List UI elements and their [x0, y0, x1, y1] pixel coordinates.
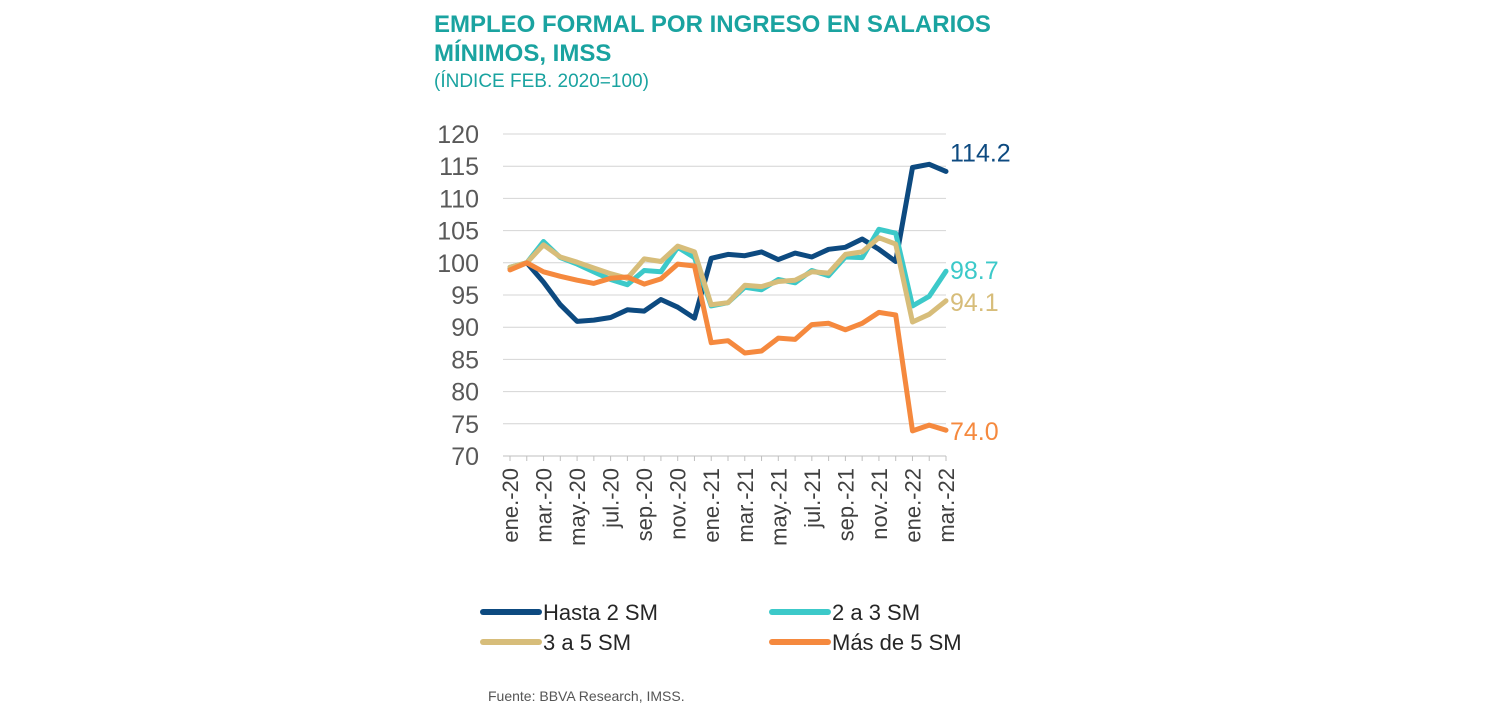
series-line	[507, 235, 949, 325]
chart-subtitle: (ÍNDICE FEB. 2020=100)	[434, 71, 649, 92]
end-value-label: 98.7	[950, 257, 999, 285]
x-tick-label: may.-21	[766, 468, 791, 546]
y-tick-label: 110	[439, 185, 479, 213]
x-tick-label: mar.-22	[934, 468, 959, 543]
series-line	[507, 260, 949, 434]
y-tick-label: 120	[437, 121, 479, 149]
legend-label: Más de 5 SM	[832, 630, 962, 655]
source-note: Fuente: BBVA Research, IMSS.	[488, 688, 685, 704]
series-line	[507, 161, 949, 324]
x-tick-label: nov.-20	[666, 468, 691, 540]
y-tick-label: 115	[439, 153, 479, 181]
chart-title: EMPLEO FORMAL POR INGRESO EN SALARIOS MÍ…	[434, 11, 991, 67]
y-tick-label: 70	[451, 443, 479, 471]
x-tick-label: mar.-21	[733, 468, 758, 543]
x-tick-label: jul.-21	[800, 468, 825, 529]
y-tick-label: 95	[451, 282, 479, 310]
y-tick-label: 85	[451, 346, 479, 374]
y-tick-label: 105	[437, 218, 479, 246]
y-tick-label: 100	[437, 250, 479, 278]
end-value-label: 94.1	[950, 289, 999, 317]
end-value-label: 114.2	[950, 139, 1011, 167]
x-tick-label: jul.-20	[599, 468, 624, 529]
x-tick-label: may.-20	[565, 468, 590, 546]
legend-label: Hasta 2 SM	[543, 600, 658, 625]
x-tick-label: mar.-20	[532, 468, 557, 543]
y-tick-label: 90	[451, 314, 479, 342]
x-tick-label: sep.-21	[833, 468, 858, 541]
y-tick-label: 80	[451, 379, 479, 407]
x-tick-label: ene.-20	[498, 468, 523, 543]
x-tick-label: sep.-20	[632, 468, 657, 541]
x-tick-label: ene.-21	[699, 468, 724, 543]
y-tick-label: 75	[451, 411, 479, 439]
x-tick-label: nov.-21	[867, 468, 892, 540]
legend-label: 3 a 5 SM	[543, 630, 631, 655]
legend-label: 2 a 3 SM	[832, 600, 920, 625]
end-value-label: 74.0	[950, 418, 999, 446]
x-tick-label: ene.-22	[900, 468, 925, 543]
